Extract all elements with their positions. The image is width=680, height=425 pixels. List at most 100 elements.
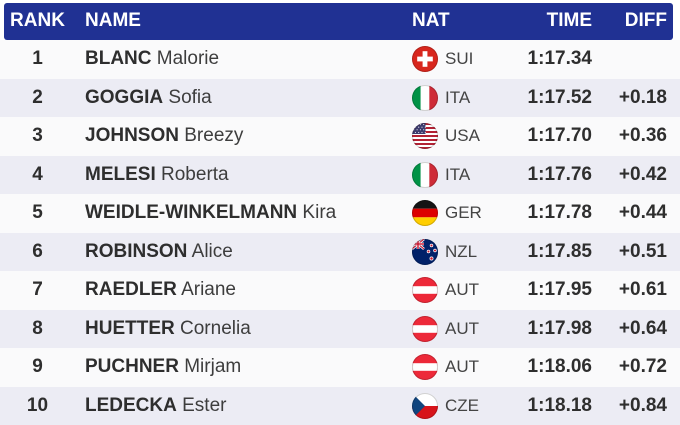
czechia-flag-icon — [412, 392, 438, 419]
nation-code: NZL — [445, 241, 478, 261]
column-header-name: NAME — [85, 10, 141, 31]
nation-cell: GER — [405, 200, 482, 227]
athlete-given-name: Ester — [182, 394, 227, 416]
rank-cell: 8 — [32, 317, 43, 339]
table-header: RANK NAME NAT TIME DIFF — [0, 0, 680, 40]
table-row: 3 JOHNSON Breezy USA 1:17.70 +0.36 — [0, 117, 680, 156]
nation-cell: ITA — [405, 84, 482, 111]
table-row: 7 RAEDLER Ariane AUT 1:17.95 +0.61 — [0, 271, 680, 310]
time-cell: 1:17.70 — [527, 125, 592, 147]
athlete-given-name: Roberta — [161, 163, 229, 185]
nation-code: AUT — [445, 318, 479, 338]
rank-cell: 10 — [26, 394, 49, 416]
name-cell: ROBINSON Alice — [75, 241, 405, 263]
athlete-surname: LEDECKA — [85, 394, 177, 416]
time-cell: 1:17.78 — [527, 202, 592, 224]
diff-cell: +0.18 — [618, 86, 667, 108]
athlete-surname: JOHNSON — [85, 125, 179, 147]
time-cell: 1:17.98 — [527, 317, 592, 339]
athlete-given-name: Kira — [302, 202, 337, 224]
diff-cell: +0.84 — [618, 394, 667, 416]
austria-flag-icon — [412, 315, 438, 342]
name-cell: WEIDLE-WINKELMANN Kira — [75, 202, 405, 224]
diff-cell: +0.42 — [618, 163, 667, 185]
rank-cell: 1 — [32, 48, 43, 70]
table-row: 8 HUETTER Cornelia AUT 1:17.98 +0.64 — [0, 309, 680, 348]
swiss-flag-icon — [412, 46, 438, 73]
table-row: 6 ROBINSON Alice NZL 1:17.85 +0.51 — [0, 232, 680, 271]
name-cell: PUCHNER Mirjam — [75, 356, 405, 378]
nation-code: AUT — [445, 357, 479, 377]
rank-cell: 9 — [32, 356, 43, 378]
athlete-given-name: Sofia — [168, 86, 212, 108]
diff-cell: +0.51 — [618, 240, 667, 262]
italy-flag-icon — [412, 84, 438, 111]
time-cell: 1:17.34 — [527, 48, 592, 70]
column-header-rank: RANK — [10, 10, 65, 31]
table-body: 1 BLANC Malorie SUI 1:17.34 2 GOGGIA Sof… — [0, 40, 680, 425]
name-cell: JOHNSON Breezy — [75, 125, 405, 147]
athlete-surname: GOGGIA — [85, 86, 164, 108]
italy-flag-icon — [412, 161, 438, 188]
nation-code: AUT — [445, 280, 479, 300]
athlete-surname: ROBINSON — [85, 240, 188, 262]
athlete-given-name: Alice — [191, 240, 233, 262]
nation-cell: AUT — [405, 277, 482, 304]
athlete-surname: WEIDLE-WINKELMANN — [85, 202, 298, 224]
nation-code: ITA — [445, 87, 471, 107]
nation-cell: SUI — [405, 46, 482, 73]
table-row: 5 WEIDLE-WINKELMANN Kira GER 1:17.78 +0.… — [0, 194, 680, 233]
nation-cell: USA — [405, 123, 482, 150]
rank-cell: 5 — [32, 202, 43, 224]
table-row: 9 PUCHNER Mirjam AUT 1:18.06 +0.72 — [0, 348, 680, 387]
nation-cell: NZL — [405, 238, 482, 265]
rank-cell: 6 — [32, 240, 43, 262]
rank-cell: 3 — [32, 125, 43, 147]
nation-code: SUI — [445, 49, 474, 69]
athlete-surname: MELESI — [85, 163, 156, 185]
diff-cell: +0.44 — [618, 202, 667, 224]
column-header-nat: NAT — [412, 10, 450, 31]
new-zealand-flag-icon — [412, 238, 438, 265]
athlete-surname: RAEDLER — [85, 279, 177, 301]
nation-code: USA — [445, 126, 480, 146]
time-cell: 1:17.95 — [527, 279, 592, 301]
time-cell: 1:17.52 — [527, 86, 592, 108]
time-cell: 1:18.06 — [527, 356, 592, 378]
athlete-surname: BLANC — [85, 48, 152, 70]
nation-code: GER — [445, 203, 482, 223]
nation-cell: CZE — [405, 392, 482, 419]
austria-flag-icon — [412, 277, 438, 304]
name-cell: GOGGIA Sofia — [75, 87, 405, 109]
diff-cell: +0.72 — [618, 356, 667, 378]
athlete-surname: PUCHNER — [85, 356, 179, 378]
athlete-surname: HUETTER — [85, 317, 175, 339]
time-cell: 1:17.85 — [527, 240, 592, 262]
athlete-given-name: Cornelia — [180, 317, 251, 339]
column-header-time: TIME — [546, 10, 592, 31]
column-header-diff: DIFF — [624, 10, 667, 31]
table-row: 1 BLANC Malorie SUI 1:17.34 — [0, 40, 680, 79]
nation-code: ITA — [445, 164, 471, 184]
diff-cell: +0.64 — [618, 317, 667, 339]
name-cell: RAEDLER Ariane — [75, 279, 405, 301]
rank-cell: 7 — [32, 279, 43, 301]
diff-cell: +0.61 — [618, 279, 667, 301]
name-cell: BLANC Malorie — [75, 48, 405, 70]
table-row: 2 GOGGIA Sofia ITA 1:17.52 +0.18 — [0, 78, 680, 117]
athlete-given-name: Ariane — [181, 279, 236, 301]
rank-cell: 4 — [32, 163, 43, 185]
name-cell: MELESI Roberta — [75, 164, 405, 186]
nation-cell: AUT — [405, 354, 482, 381]
athlete-given-name: Breezy — [184, 125, 244, 147]
nation-cell: AUT — [405, 315, 482, 342]
rank-cell: 2 — [32, 86, 43, 108]
time-cell: 1:17.76 — [527, 163, 592, 185]
athlete-given-name: Mirjam — [184, 356, 242, 378]
table-row: 4 MELESI Roberta ITA 1:17.76 +0.42 — [0, 155, 680, 194]
athlete-given-name: Malorie — [156, 48, 220, 70]
germany-flag-icon — [412, 200, 438, 227]
table-row: 10 LEDECKA Ester CZE 1:18.18 +0.84 — [0, 386, 680, 425]
diff-cell: +0.36 — [618, 125, 667, 147]
